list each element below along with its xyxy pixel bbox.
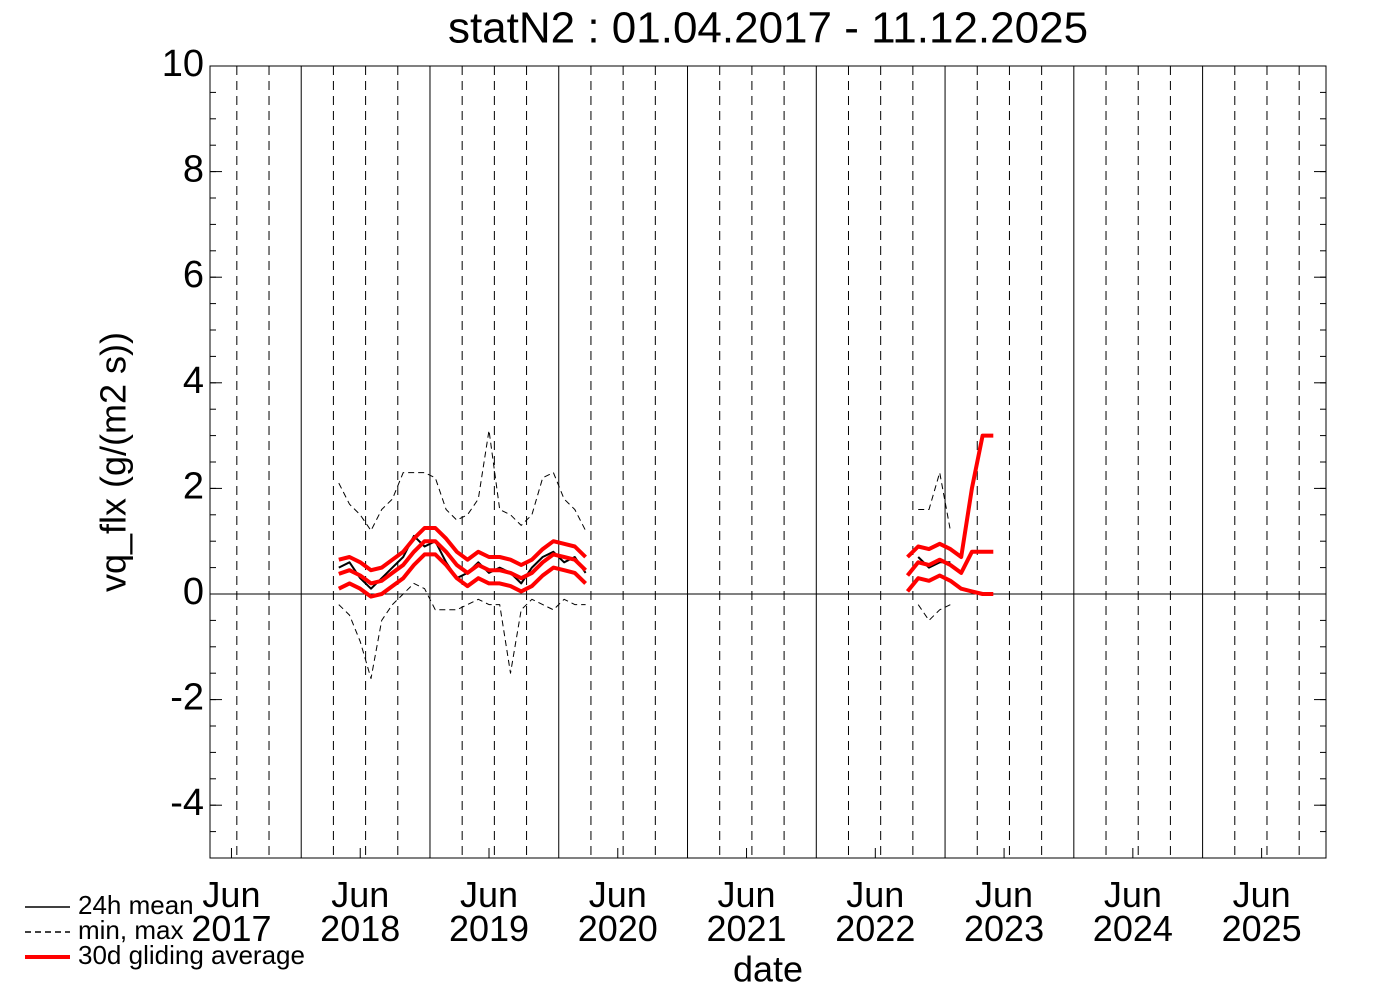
series-line	[337, 552, 994, 599]
y-tick-label: 2	[183, 465, 204, 507]
legend-label: 30d gliding average	[78, 940, 305, 970]
y-axis-label: vq_flx (g/(m2 s))	[93, 332, 134, 592]
series-line	[338, 539, 994, 586]
y-tick-label: 10	[162, 43, 204, 85]
y-tick-label: 6	[183, 254, 204, 296]
x-tick-label: Jun 2018	[320, 874, 401, 949]
plot-frame	[209, 65, 1327, 859]
x-tick-label: Jun 2021	[706, 874, 787, 949]
y-tick-label: 8	[183, 149, 204, 191]
x-axis-label: date	[733, 949, 803, 990]
chart-title: statN2 : 01.04.2017 - 11.12.2025	[448, 4, 1088, 53]
y-tick-label: -4	[170, 782, 204, 824]
series-line	[338, 433, 994, 573]
x-tick-label: Jun 2017	[191, 874, 272, 949]
legend-label: 24h mean	[78, 890, 194, 920]
legend-label: min, max	[78, 915, 183, 945]
x-tick-label: Jun 2023	[964, 874, 1045, 949]
x-tick-label: Jun 2019	[448, 874, 530, 949]
y-tick-label: 4	[183, 360, 204, 402]
x-tick-label: Jun 2024	[1092, 874, 1173, 949]
series-line	[338, 582, 951, 679]
x-tick-label: Jun 2025	[1221, 874, 1302, 949]
y-tick-label: -2	[170, 677, 204, 719]
series-line	[338, 534, 951, 590]
series-line	[338, 429, 951, 532]
y-tick-label: 0	[183, 571, 204, 613]
x-tick-label: Jun 2020	[577, 874, 658, 949]
x-tick-label: Jun 2022	[835, 874, 916, 949]
